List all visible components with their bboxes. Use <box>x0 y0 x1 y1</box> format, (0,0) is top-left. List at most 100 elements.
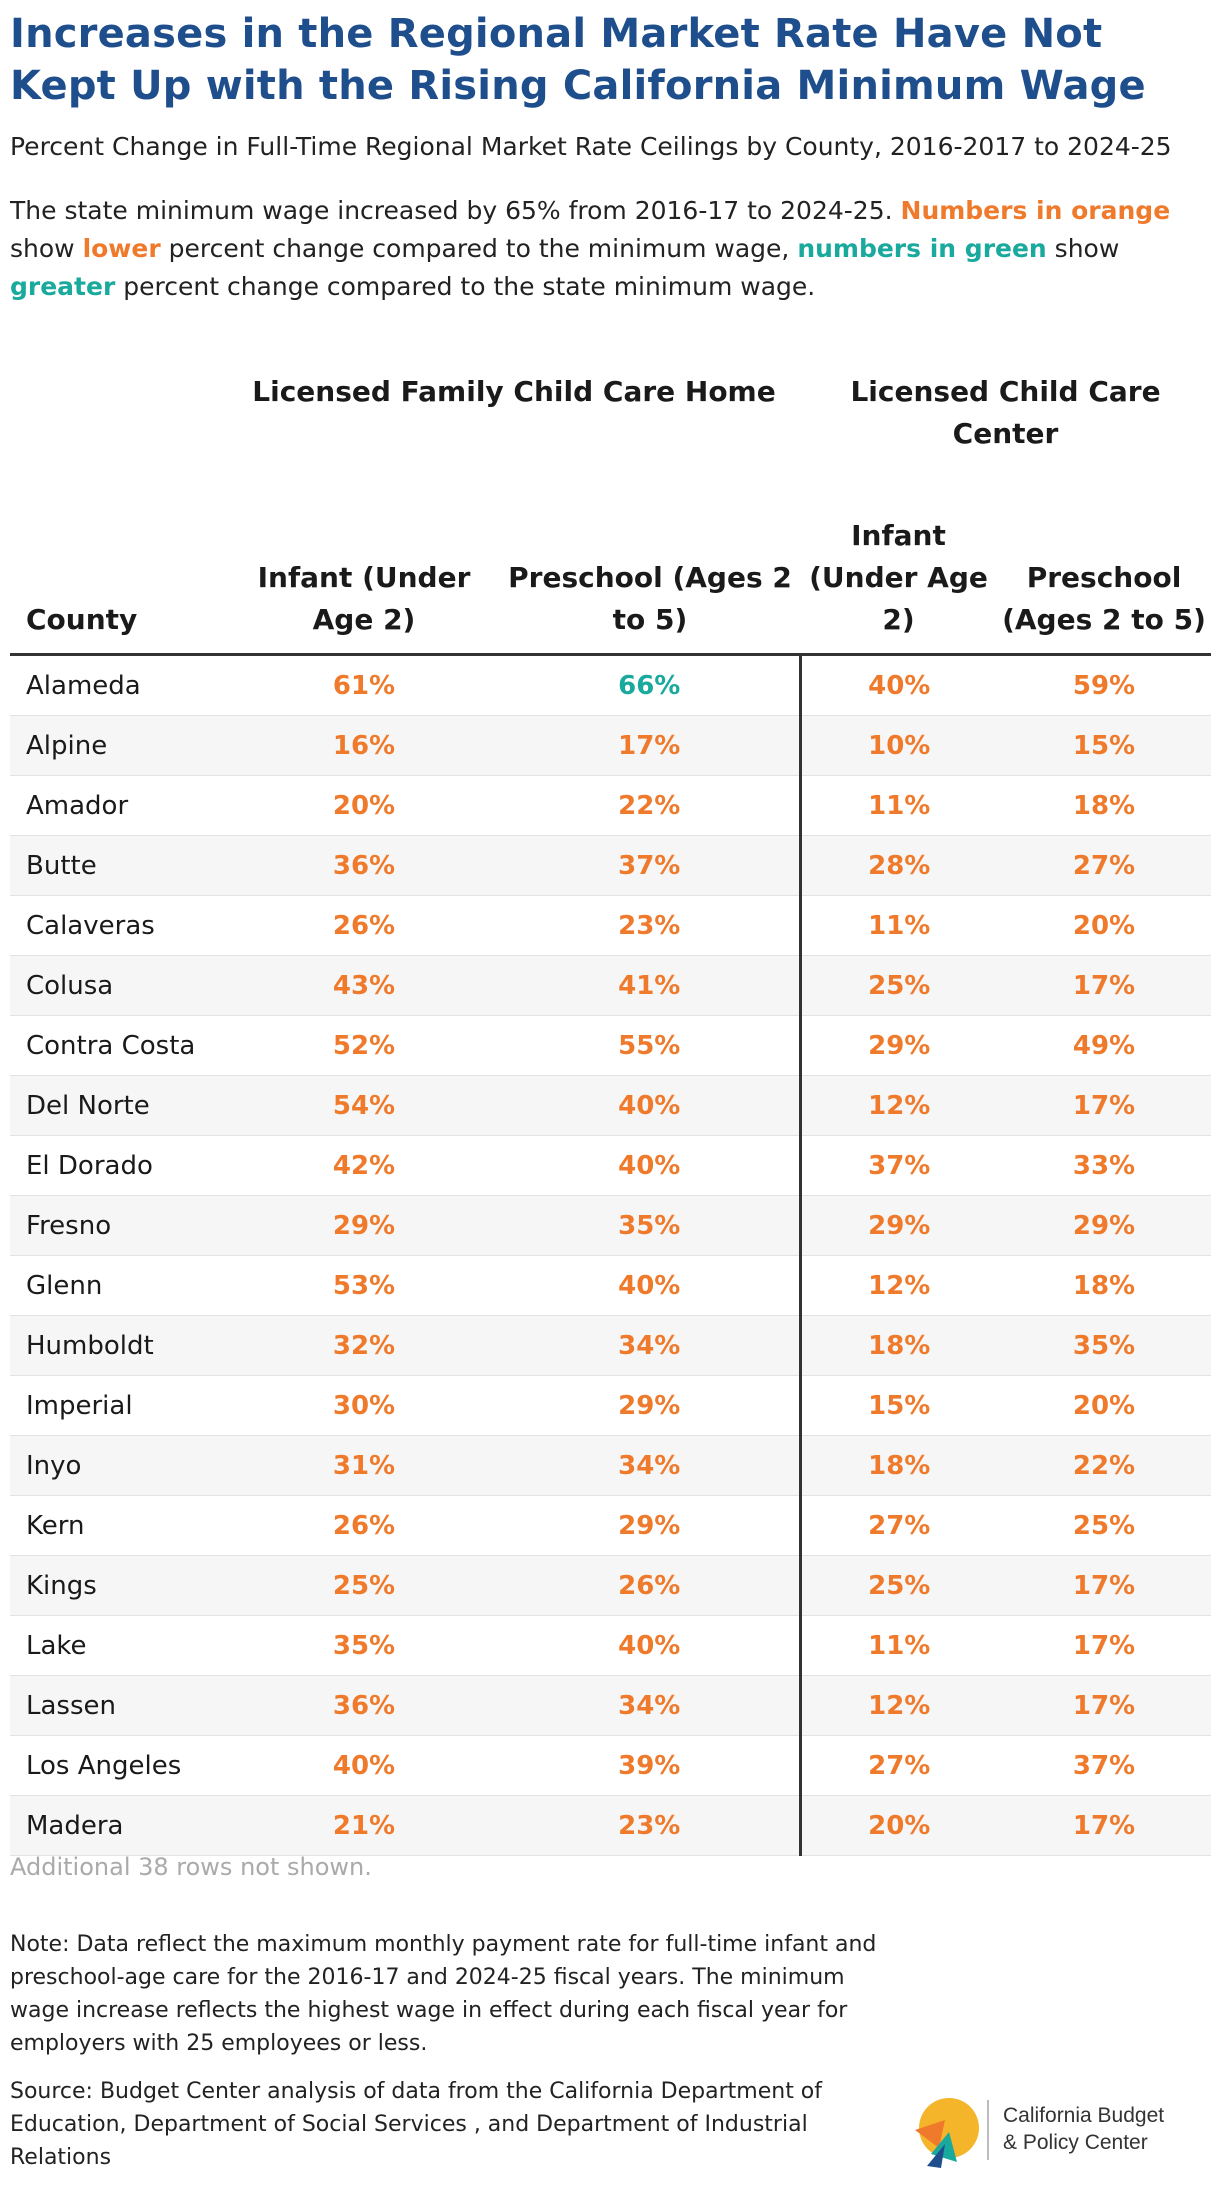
county-name: El Dorado <box>10 1135 228 1196</box>
home-infant-value: 52% <box>228 1015 500 1076</box>
home-infant-value: 35% <box>228 1615 500 1676</box>
desc-part2: show <box>10 234 83 263</box>
county-name: Alameda <box>10 654 228 716</box>
table-row: Lake 35% 40% 11% 17% <box>10 1615 1211 1676</box>
center-preschool-value: 33% <box>997 1135 1211 1196</box>
desc-part5: percent change compared to the state min… <box>115 272 816 301</box>
table-row: Los Angeles 40% 39% 27% 37% <box>10 1735 1211 1796</box>
county-name: Amador <box>10 775 228 836</box>
logo-text: California Budget & Policy Center <box>1003 2102 1164 2156</box>
desc-numbers-green: numbers in green <box>797 234 1047 263</box>
center-infant-value: 29% <box>800 1015 997 1076</box>
county-name: Imperial <box>10 1375 228 1436</box>
source-note: Source: Budget Center analysis of data f… <box>10 2079 823 2170</box>
center-infant-value: 12% <box>800 1075 997 1136</box>
center-preschool-value: 27% <box>997 835 1211 896</box>
table-row: Alpine 16% 17% 10% 15% <box>10 715 1211 776</box>
table-row: Humboldt 32% 34% 18% 35% <box>10 1315 1211 1376</box>
home-infant-value: 42% <box>228 1135 500 1196</box>
table-row: Calaveras 26% 23% 11% 20% <box>10 895 1211 956</box>
home-infant-value: 31% <box>228 1435 500 1496</box>
logo-divider <box>987 2100 989 2160</box>
center-infant-value: 27% <box>800 1735 997 1796</box>
desc-greater: greater <box>10 272 116 301</box>
center-infant-value: 15% <box>800 1375 997 1436</box>
center-infant-value: 18% <box>800 1315 997 1376</box>
column-header-home-preschool: Preschool (Ages 2 to 5) <box>500 479 800 656</box>
budget-center-logo-icon <box>915 2098 979 2168</box>
center-preschool-value: 17% <box>997 1675 1211 1736</box>
table-row: Del Norte 54% 40% 12% 17% <box>10 1075 1211 1136</box>
home-preschool-value: 40% <box>500 1075 802 1136</box>
column-header-county: County <box>10 479 228 656</box>
home-infant-value: 20% <box>228 775 500 836</box>
home-preschool-value: 66% <box>500 654 802 716</box>
center-infant-value: 11% <box>800 1615 997 1676</box>
table-row: Colusa 43% 41% 25% 17% <box>10 955 1211 1016</box>
center-preschool-value: 17% <box>997 1555 1211 1616</box>
county-name: Los Angeles <box>10 1735 228 1796</box>
center-infant-value: 25% <box>800 1555 997 1616</box>
desc-numbers-orange: Numbers in orange <box>900 196 1171 225</box>
home-infant-value: 40% <box>228 1735 500 1796</box>
center-infant-value: 27% <box>800 1495 997 1556</box>
center-preschool-value: 17% <box>997 1075 1211 1136</box>
center-infant-value: 18% <box>800 1435 997 1496</box>
logo-line-1: California Budget <box>1003 2104 1165 2127</box>
table-row: Lassen 36% 34% 12% 17% <box>10 1675 1211 1736</box>
center-infant-value: 10% <box>800 715 997 776</box>
home-preschool-value: 40% <box>500 1255 802 1316</box>
data-table: Licensed Family Child Care Home Licensed… <box>10 365 1211 1856</box>
center-preschool-value: 29% <box>997 1195 1211 1256</box>
home-infant-value: 26% <box>228 895 500 956</box>
table-row: Butte 36% 37% 28% 27% <box>10 835 1211 896</box>
column-header-center-preschool: Preschool (Ages 2 to 5) <box>997 479 1211 656</box>
home-preschool-value: 34% <box>500 1675 802 1736</box>
center-infant-value: 40% <box>800 654 997 716</box>
desc-part4: show <box>1046 234 1120 263</box>
center-preschool-value: 20% <box>997 1375 1211 1436</box>
table-row: El Dorado 42% 40% 37% 33% <box>10 1135 1211 1196</box>
center-preschool-value: 35% <box>997 1315 1211 1376</box>
center-preschool-value: 22% <box>997 1435 1211 1496</box>
table-row: Glenn 53% 40% 12% 18% <box>10 1255 1211 1316</box>
center-preschool-value: 37% <box>997 1735 1211 1796</box>
column-group-family-home: Licensed Family Child Care Home <box>252 375 776 408</box>
table-row: Kings 25% 26% 25% 17% <box>10 1555 1211 1616</box>
column-group-center: Licensed Child Care Center <box>850 375 1161 450</box>
table-row: Fresno 29% 35% 29% 29% <box>10 1195 1211 1256</box>
home-preschool-value: 35% <box>500 1195 802 1256</box>
center-preschool-value: 59% <box>997 654 1211 716</box>
county-name: Inyo <box>10 1435 228 1496</box>
desc-lower: lower <box>82 234 161 263</box>
page-title: Increases in the Regional Market Rate Ha… <box>10 11 1146 109</box>
table-row: Madera 21% 23% 20% 17% <box>10 1795 1211 1856</box>
county-name: Madera <box>10 1795 228 1856</box>
table-body: Alameda 61% 66% 40% 59% Alpine 16% 17% 10% 15% Ama… <box>10 654 1211 1856</box>
home-infant-value: 54% <box>228 1075 500 1136</box>
county-name: Colusa <box>10 955 228 1016</box>
center-infant-value: 12% <box>800 1255 997 1316</box>
header-blank <box>10 365 228 479</box>
footnote: Note: Data reflect the maximum monthly p… <box>10 1932 877 2056</box>
home-infant-value: 30% <box>228 1375 500 1436</box>
home-preschool-value: 37% <box>500 835 802 896</box>
center-infant-value: 37% <box>800 1135 997 1196</box>
county-name: Alpine <box>10 715 228 776</box>
home-preschool-value: 40% <box>500 1615 802 1676</box>
center-preschool-value: 17% <box>997 1795 1211 1856</box>
center-preschool-value: 20% <box>997 895 1211 956</box>
home-infant-value: 61% <box>228 654 500 716</box>
desc-part3: percent change compared to the minimum w… <box>160 234 798 263</box>
county-name: Del Norte <box>10 1075 228 1136</box>
home-preschool-value: 39% <box>500 1735 802 1796</box>
column-header-center-infant: Infant (Under Age 2) <box>800 479 997 656</box>
chart-container: Increases in the Regional Market Rate Ha… <box>10 0 1211 2170</box>
county-name: Contra Costa <box>10 1015 228 1076</box>
home-preschool-value: 55% <box>500 1015 802 1076</box>
county-name: Fresno <box>10 1195 228 1256</box>
county-name: Kern <box>10 1495 228 1556</box>
page-subtitle: Percent Change in Full-Time Regional Mar… <box>10 132 1172 161</box>
county-name: Calaveras <box>10 895 228 956</box>
center-preschool-value: 18% <box>997 1255 1211 1316</box>
